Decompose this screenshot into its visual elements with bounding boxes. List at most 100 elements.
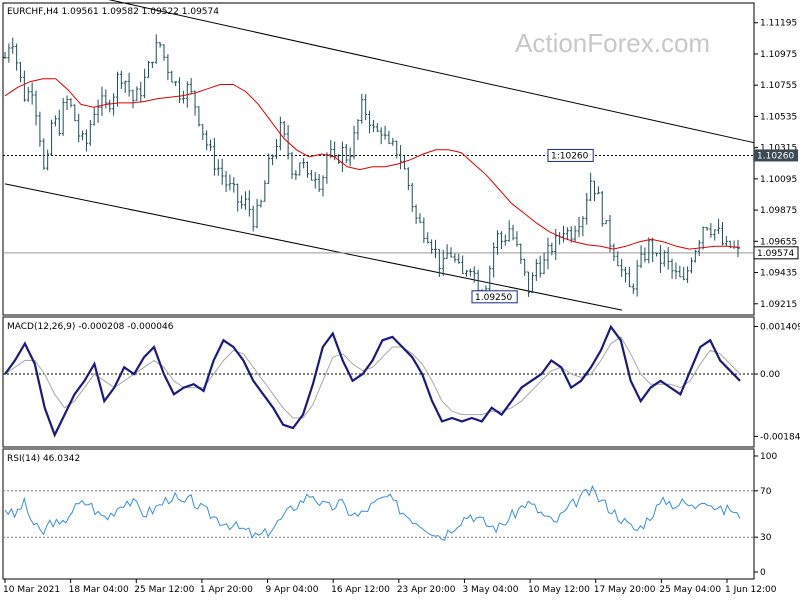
price-bar — [11, 37, 15, 54]
price-bar — [496, 230, 500, 255]
price-bar — [523, 258, 527, 276]
price-bar — [402, 155, 406, 170]
price-bar — [368, 110, 372, 134]
price-bar — [593, 180, 597, 202]
price-bar — [414, 204, 418, 224]
price-bar — [282, 120, 286, 138]
price-bar — [507, 220, 511, 242]
price-bar — [577, 216, 581, 238]
price-bar — [666, 246, 670, 270]
price-bar — [550, 242, 554, 256]
price-bar — [220, 158, 224, 185]
time-label: 17 May 20:00 — [594, 585, 656, 595]
price-bar — [302, 158, 306, 169]
price-tag-box — [753, 246, 799, 260]
price-bar — [461, 255, 465, 275]
price-bar — [530, 272, 534, 293]
price-bar — [534, 259, 538, 282]
price-bar — [546, 237, 550, 270]
price-bar — [34, 90, 38, 126]
price-bar — [77, 113, 81, 143]
price-bar — [146, 60, 150, 78]
price-bar — [371, 119, 375, 133]
price-bar — [581, 216, 585, 237]
price-bar — [236, 183, 240, 212]
price-bar — [309, 169, 313, 181]
time-label: 10 May 12:00 — [528, 585, 590, 595]
price-bar — [325, 152, 329, 184]
price-bar — [143, 68, 147, 99]
macd-signal-line — [4, 336, 741, 419]
price-bar — [647, 237, 651, 264]
price-bar — [205, 130, 209, 151]
price-bar — [337, 153, 341, 164]
price-panel — [2, 2, 755, 316]
price-bar — [154, 34, 158, 64]
price-bar — [38, 111, 42, 147]
price-bar — [589, 172, 593, 201]
price-bar — [410, 182, 414, 212]
price-bar — [356, 119, 360, 140]
price-bar — [658, 245, 662, 273]
moving-average-line — [4, 78, 741, 250]
macd-tick-label: -0.001846 — [760, 432, 800, 442]
price-bar — [3, 51, 7, 59]
price-bar — [92, 106, 96, 126]
macd-line — [4, 324, 741, 438]
price-bar — [61, 97, 65, 136]
time-label: 1 Jun 12:00 — [725, 585, 777, 595]
time-label: 10 Mar 2021 — [3, 585, 60, 595]
price-bar — [387, 130, 391, 145]
price-bar — [162, 44, 166, 61]
price-bar — [616, 251, 620, 267]
price-bar — [150, 61, 154, 68]
price-bar — [65, 95, 69, 111]
price-bar — [437, 248, 441, 277]
price-bar — [57, 109, 61, 136]
price-bar — [542, 252, 546, 275]
price-bar — [201, 124, 205, 141]
price-tick-label: 1.09655 — [760, 237, 797, 247]
price-bar — [115, 71, 119, 107]
price-bar — [538, 255, 542, 278]
price-bar — [631, 283, 635, 294]
macd-panel-title: MACD(12,26,9) -0.000208 -0.000046 — [7, 322, 174, 332]
price-bar — [193, 90, 197, 116]
price-bar — [635, 260, 639, 297]
price-bar — [426, 232, 430, 244]
price-bar — [561, 225, 565, 243]
price-bar — [53, 115, 57, 127]
price-bar — [612, 243, 616, 261]
price-bar — [682, 266, 686, 281]
price-bar — [472, 266, 476, 283]
price-bar — [224, 171, 228, 192]
price-bar — [643, 247, 647, 263]
price-bar — [655, 252, 659, 257]
price-bar — [306, 161, 310, 178]
price-bar — [383, 125, 387, 140]
price-bar — [573, 225, 577, 242]
price-bar — [84, 129, 88, 152]
price-bar — [127, 72, 131, 97]
price-bar — [247, 190, 251, 217]
price-tick-label: 1.09875 — [760, 206, 797, 216]
price-bar — [209, 139, 213, 152]
price-bar — [19, 62, 23, 83]
price-bar — [379, 127, 383, 145]
price-channel — [4, 0, 755, 311]
price-tick-label: 1.10315 — [760, 144, 797, 154]
level-tag-label: 1.10260 — [757, 151, 794, 161]
price-bar — [527, 271, 531, 297]
price-bar — [433, 239, 437, 259]
price-tick-label: 1.11195 — [760, 19, 797, 29]
price-bar — [189, 78, 193, 95]
price-bar — [639, 245, 643, 269]
macd-tick-label: 0.00 — [760, 370, 780, 380]
price-bar — [503, 234, 507, 246]
price-bar — [123, 80, 127, 93]
time-label: 1 Apr 20:00 — [200, 585, 253, 595]
price-bar — [255, 198, 259, 229]
price-bar — [445, 244, 449, 259]
annotation-box — [547, 148, 594, 162]
price-bar — [73, 104, 77, 122]
